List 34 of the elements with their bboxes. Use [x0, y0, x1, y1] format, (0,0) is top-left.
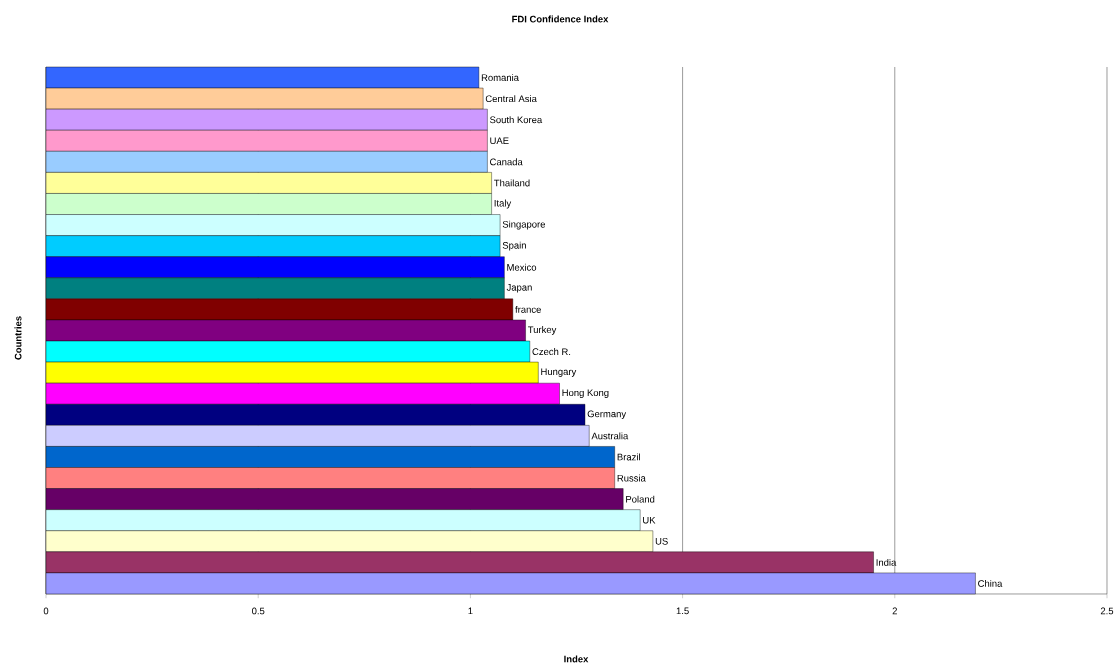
y-tick-label: India: [876, 558, 897, 566]
x-tick-label: 2: [892, 607, 897, 615]
chart-title: FDI Confidence Index: [512, 15, 609, 23]
x-axis-title: Index: [564, 655, 589, 663]
y-tick-label: france: [515, 305, 541, 313]
y-tick-label: Spain: [502, 241, 526, 251]
y-tick-label: Hungary: [541, 368, 577, 377]
y-tick-label: Singapore: [502, 220, 546, 230]
x-tick-label: 2.5: [1100, 607, 1114, 615]
y-tick-label: US: [655, 537, 668, 545]
x-tick-label: 1: [468, 607, 473, 615]
y-tick-label: Romania: [481, 74, 519, 81]
y-tick-label: Thailand: [494, 179, 530, 187]
y-tick-label: China: [978, 579, 1003, 587]
y-tick-label: Hong Kong: [562, 389, 609, 398]
y-tick-label: Australia: [591, 432, 629, 440]
y-tick-label: UK: [643, 516, 656, 524]
y-tick-label: Italy: [494, 199, 512, 209]
x-tick-label: 0: [43, 607, 49, 615]
y-tick-label: Turkey: [527, 326, 557, 335]
y-tick-label: Russia: [617, 474, 646, 482]
y-tick-label: UAE: [490, 137, 509, 145]
y-tick-label: Brazil: [617, 453, 640, 461]
x-tick-label: 1.5: [676, 607, 689, 615]
y-tick-label: South Korea: [490, 116, 543, 124]
y-tick-label: Japan: [506, 284, 532, 293]
y-tick-label: Central Asia: [485, 95, 537, 103]
x-tick-label: 0.5: [252, 607, 265, 615]
y-tick-label: Mexico: [507, 263, 537, 271]
y-tick-label: Canada: [490, 158, 523, 166]
y-axis-title: Countries: [14, 316, 22, 360]
y-tick-label: Poland: [626, 495, 655, 503]
y-tick-label: Czech R.: [532, 348, 571, 356]
y-tick-label: Germany: [587, 410, 627, 420]
